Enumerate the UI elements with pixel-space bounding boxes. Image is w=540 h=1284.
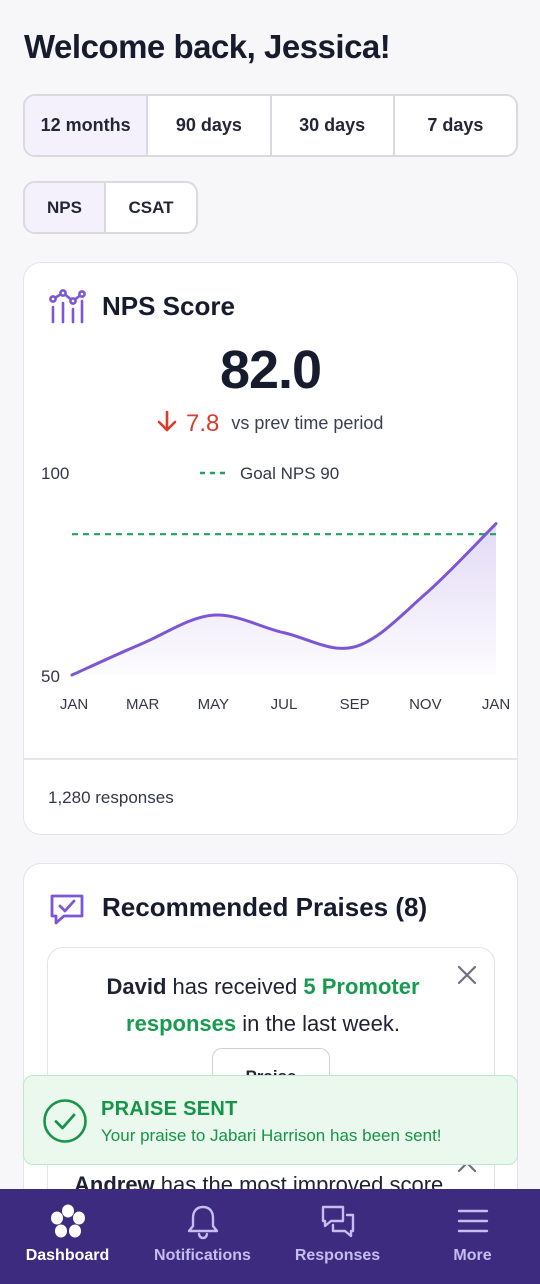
metric-selector: NPS CSAT	[23, 181, 198, 234]
range-option-30-days[interactable]: 30 days	[272, 96, 395, 155]
toast-message: Your praise to Jabari Harrison has been …	[101, 1126, 442, 1145]
time-range-selector: 12 months 90 days 30 days 7 days	[23, 94, 518, 157]
nps-trend-chart: 100 50 Goal NPS 90 JAN MAR MAY JUL SEP NOV JAN	[41, 464, 510, 713]
arrow-down-icon	[156, 409, 178, 438]
range-option-7-days[interactable]: 7 days	[427, 115, 484, 135]
praise-text-mid: has received	[166, 974, 304, 999]
chart-line-icon	[48, 289, 86, 330]
nps-score-card: NPS Score 82.0 7.8 vs prev time period	[23, 262, 518, 835]
tab-more[interactable]: More	[405, 1189, 540, 1284]
x-tick-label: MAR	[126, 696, 160, 713]
bell-icon	[185, 1203, 221, 1246]
x-tick-label: MAY	[198, 696, 229, 713]
menu-icon	[455, 1203, 491, 1244]
praises-card-title: Recommended Praises (8)	[102, 892, 428, 922]
x-tick-label: SEP	[340, 696, 370, 713]
x-tick-label: JAN	[60, 696, 88, 713]
tab-notifications[interactable]: Notifications	[135, 1189, 270, 1284]
tab-responses[interactable]: Responses	[270, 1189, 405, 1284]
chat-check-icon	[48, 890, 86, 933]
delta-label: vs prev time period	[231, 413, 384, 433]
praise-text-end: in the last week.	[236, 1011, 400, 1036]
range-option-12-months[interactable]: 12 months	[25, 96, 149, 155]
chat-bubbles-icon	[319, 1203, 357, 1246]
x-tick-label: JAN	[482, 696, 510, 713]
nps-area-fill	[72, 523, 496, 675]
praise-message: David has received 5 Promoter responses …	[78, 968, 448, 1042]
check-circle-icon	[42, 1098, 88, 1149]
y-tick-label: 100	[41, 464, 69, 483]
metric-option-csat[interactable]: CSAT	[128, 197, 174, 217]
metric-option-nps[interactable]: NPS	[25, 183, 106, 232]
goal-legend-label: Goal NPS 90	[240, 464, 339, 483]
close-icon[interactable]	[456, 964, 478, 991]
tab-label: Responses	[294, 1247, 381, 1264]
tab-label: More	[453, 1247, 492, 1264]
praise-highlight: 5 Promoter responses	[126, 974, 420, 1036]
tab-dashboard[interactable]: Dashboard	[0, 1189, 135, 1284]
card-divider	[24, 758, 517, 760]
nps-score-value: 82.0	[219, 340, 322, 400]
x-tick-label: NOV	[409, 696, 442, 713]
star-flower-icon	[48, 1203, 88, 1246]
delta-value: 7.8	[186, 409, 220, 437]
response-count: 1,280 responses	[48, 788, 174, 807]
bottom-tab-bar: Dashboard Notifications	[0, 1189, 540, 1284]
praise-sent-toast[interactable]: PRAISE SENT Your praise to Jabari Harris…	[23, 1075, 518, 1165]
x-tick-label: JUL	[271, 696, 298, 713]
nps-card-title: NPS Score	[102, 291, 235, 321]
welcome-heading: Welcome back, Jessica!	[24, 28, 391, 65]
range-option-90-days[interactable]: 90 days	[148, 96, 272, 155]
tab-label: Notifications	[154, 1247, 251, 1264]
y-tick-label: 50	[41, 667, 60, 686]
praise-name: David	[106, 974, 167, 999]
nps-delta: 7.8 vs prev time period	[156, 409, 383, 438]
tab-label: Dashboard	[25, 1247, 110, 1264]
toast-title: PRAISE SENT	[101, 1098, 238, 1120]
nps-series-line	[70, 522, 498, 677]
